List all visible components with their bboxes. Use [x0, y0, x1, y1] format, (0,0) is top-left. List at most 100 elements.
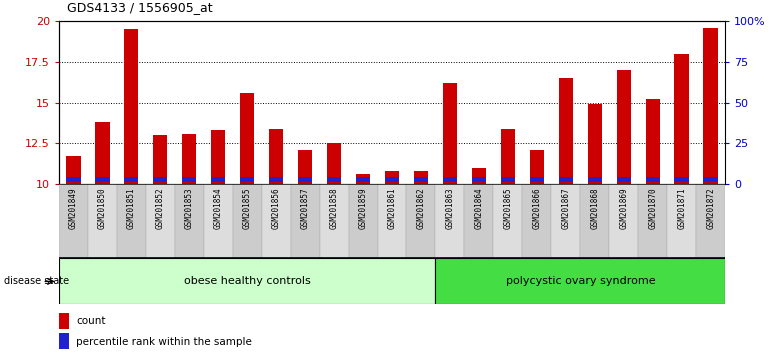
Bar [616, 177, 631, 182]
Text: polycystic ovary syndrome: polycystic ovary syndrome [506, 276, 655, 286]
Bar [501, 177, 515, 182]
Bar [558, 177, 573, 182]
Bar [349, 184, 378, 258]
Bar [580, 184, 609, 258]
Text: GSM201865: GSM201865 [503, 188, 513, 229]
Bar [674, 54, 689, 184]
Bar [59, 258, 435, 304]
Text: GSM201864: GSM201864 [474, 188, 484, 229]
Text: GSM201871: GSM201871 [677, 188, 686, 229]
Bar [406, 184, 435, 258]
Bar [587, 177, 602, 182]
Text: GSM201859: GSM201859 [358, 188, 368, 229]
Bar [66, 177, 81, 182]
Text: GSM201858: GSM201858 [329, 188, 339, 229]
Bar [95, 177, 110, 182]
Text: GSM201853: GSM201853 [185, 188, 194, 229]
Bar [674, 177, 689, 182]
Bar [320, 184, 349, 258]
Bar [703, 177, 718, 182]
Bar [240, 93, 254, 184]
Bar [443, 83, 457, 184]
Bar [153, 135, 168, 184]
Bar [464, 184, 493, 258]
Bar [356, 177, 370, 182]
Bar [262, 184, 291, 258]
Bar [501, 129, 515, 184]
Text: disease state: disease state [4, 276, 69, 286]
Bar [211, 177, 226, 182]
Bar [153, 177, 168, 182]
Text: obese healthy controls: obese healthy controls [183, 276, 310, 286]
Text: GDS4133 / 1556905_at: GDS4133 / 1556905_at [67, 1, 212, 14]
Text: percentile rank within the sample: percentile rank within the sample [76, 337, 252, 347]
Text: GSM201850: GSM201850 [98, 188, 107, 229]
Text: GSM201867: GSM201867 [561, 188, 570, 229]
Bar [638, 184, 667, 258]
Bar [269, 177, 283, 182]
Text: GSM201852: GSM201852 [156, 188, 165, 229]
Bar [551, 184, 580, 258]
Text: GSM201870: GSM201870 [648, 188, 657, 229]
Bar [124, 29, 139, 184]
Bar [59, 333, 68, 349]
Bar [88, 184, 117, 258]
Bar [356, 174, 370, 184]
Bar [667, 184, 696, 258]
Bar [645, 177, 660, 182]
Bar [298, 177, 312, 182]
Bar [240, 177, 254, 182]
Bar [645, 99, 660, 184]
Bar [616, 70, 631, 184]
Bar [558, 78, 573, 184]
Bar [385, 177, 399, 182]
Text: GSM201861: GSM201861 [387, 188, 397, 229]
Bar [493, 184, 522, 258]
Bar [95, 122, 110, 184]
Text: GSM201854: GSM201854 [214, 188, 223, 229]
Text: GSM201862: GSM201862 [416, 188, 426, 229]
Bar [472, 177, 486, 182]
Text: GSM201869: GSM201869 [619, 188, 628, 229]
Bar [703, 28, 718, 184]
Text: GSM201857: GSM201857 [300, 188, 310, 229]
Bar [327, 143, 341, 184]
Bar [587, 104, 602, 184]
Bar [443, 177, 457, 182]
Bar [269, 129, 283, 184]
Bar [233, 184, 262, 258]
Bar [530, 177, 544, 182]
Text: GSM201866: GSM201866 [532, 188, 542, 229]
Bar [204, 184, 233, 258]
Bar [609, 184, 638, 258]
Bar [522, 184, 551, 258]
Bar [146, 184, 175, 258]
Bar [291, 184, 320, 258]
Bar [182, 133, 197, 184]
Text: GSM201868: GSM201868 [590, 188, 599, 229]
Bar [435, 258, 725, 304]
Bar [378, 184, 406, 258]
Bar [182, 177, 197, 182]
Bar [298, 150, 312, 184]
Bar [472, 168, 486, 184]
Text: GSM201851: GSM201851 [127, 188, 136, 229]
Bar [414, 177, 428, 182]
Bar [327, 177, 341, 182]
Bar [435, 184, 464, 258]
Bar [117, 184, 146, 258]
Bar [385, 171, 399, 184]
Bar [66, 156, 81, 184]
Bar [59, 313, 68, 329]
Text: GSM201872: GSM201872 [706, 188, 715, 229]
Bar [414, 171, 428, 184]
Bar [175, 184, 204, 258]
Bar [696, 184, 725, 258]
Text: GSM201856: GSM201856 [271, 188, 281, 229]
Bar [530, 150, 544, 184]
Bar [124, 177, 139, 182]
Text: GSM201863: GSM201863 [445, 188, 455, 229]
Text: GSM201855: GSM201855 [242, 188, 252, 229]
Bar [211, 130, 226, 184]
Text: count: count [76, 316, 106, 326]
